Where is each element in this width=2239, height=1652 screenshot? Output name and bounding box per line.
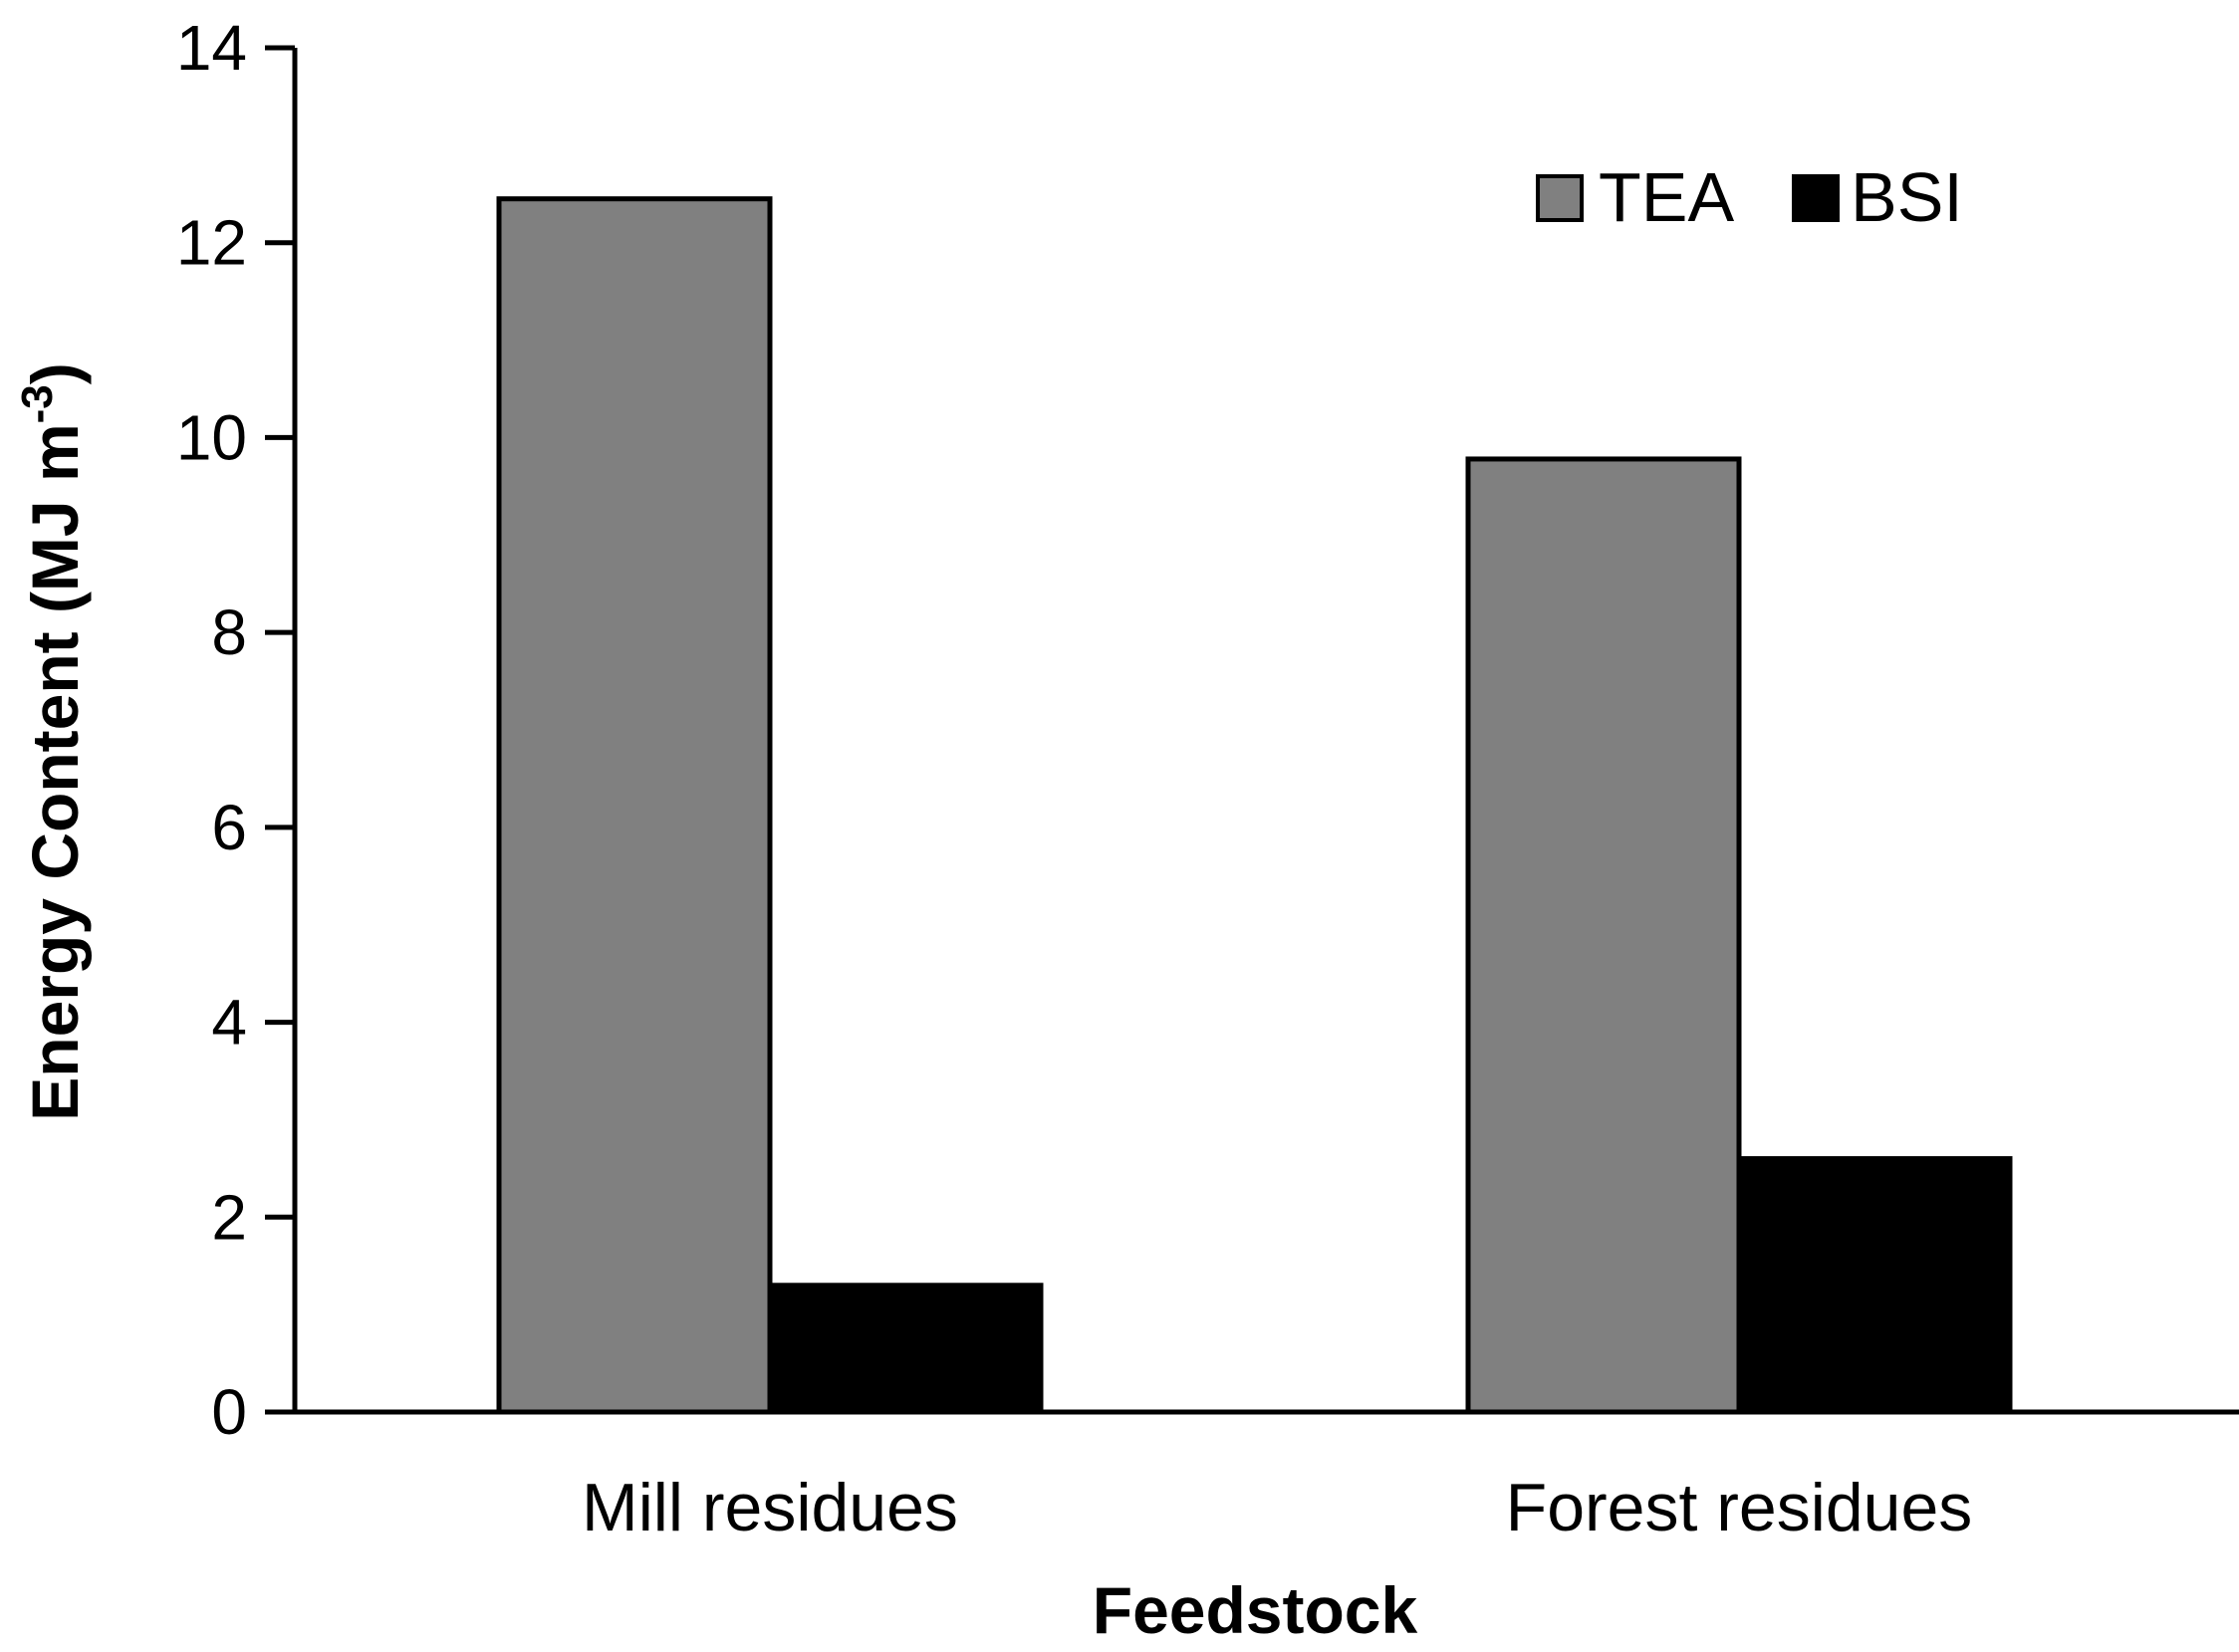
y-axis-title: Energy Content (MJ m-3): [13, 362, 92, 1121]
y-tick-label: 12: [176, 207, 247, 279]
legend-swatch-bsi: [1792, 174, 1840, 222]
x-category-label: Mill residues: [582, 1470, 958, 1545]
y-tick-label: 0: [211, 1376, 247, 1448]
y-tick-label: 6: [211, 792, 247, 863]
y-axis-title-superscript: -3: [13, 384, 62, 423]
legend-label-bsi: BSI: [1851, 158, 1963, 236]
y-tick-label: 14: [176, 12, 247, 84]
legend-label-tea: TEA: [1599, 158, 1734, 236]
bar-tea-mill-residues: [496, 196, 773, 1415]
x-category-label: Forest residues: [1506, 1470, 1973, 1545]
y-axis-title-main: Energy Content (MJ m: [18, 423, 92, 1120]
bar-bsi-mill-residues: [767, 1283, 1044, 1415]
y-axis-title-close: ): [18, 362, 92, 384]
legend-swatch-tea: [1536, 174, 1584, 222]
bar-bsi-forest-residues: [1736, 1156, 2013, 1415]
y-tick-label: 2: [211, 1181, 247, 1253]
y-tick-label: 4: [211, 987, 247, 1059]
x-axis-title: Feedstock: [1093, 1573, 1418, 1647]
legend: TEA BSI: [1536, 158, 1963, 236]
bar-tea-forest-residues: [1465, 456, 1742, 1415]
y-tick-label: 10: [176, 401, 247, 473]
y-tick-label: 8: [211, 596, 247, 668]
